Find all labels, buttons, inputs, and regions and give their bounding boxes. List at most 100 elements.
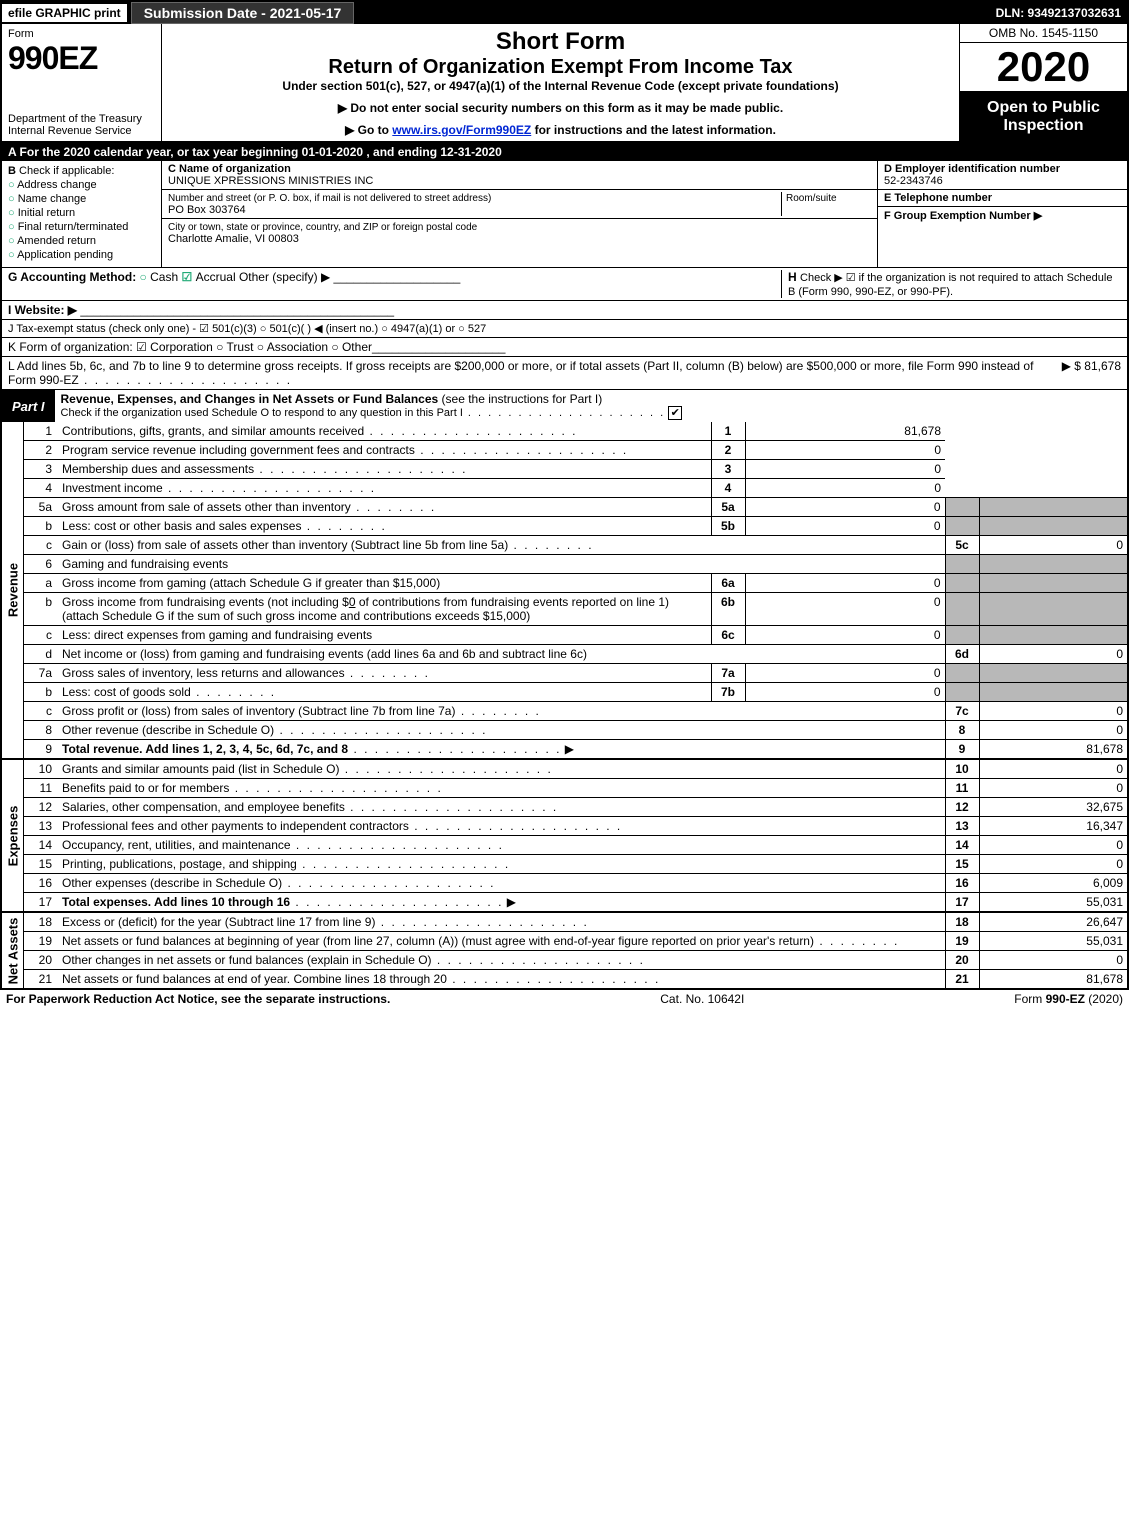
f-label: F Group Exemption Number ▶: [884, 210, 1042, 222]
amt-11: 0: [979, 779, 1127, 798]
ln-6a: a: [24, 574, 58, 593]
num-13: 13: [945, 817, 979, 836]
num-3: 3: [711, 460, 745, 479]
desc-16: Other expenses (describe in Schedule O): [62, 876, 495, 890]
num-12: 12: [945, 798, 979, 817]
row-g-h: G Accounting Method: Cash Accrual Other …: [2, 268, 1127, 301]
part-i-title: Revenue, Expenses, and Changes in Net As…: [61, 392, 439, 406]
efile-badge: efile GRAPHIC print: [2, 4, 127, 22]
desc-7a: Gross sales of inventory, less returns a…: [62, 666, 430, 680]
ln-5c: c: [24, 536, 58, 555]
desc-7b: Less: cost of goods sold: [62, 685, 276, 699]
sval-6c: 0: [745, 626, 945, 645]
part-i-header: Part I Revenue, Expenses, and Changes in…: [2, 390, 1127, 422]
chk-name-change[interactable]: Name change: [8, 193, 155, 205]
side-net-assets: Net Assets: [5, 917, 20, 984]
section-def: D Employer identification number 52-2343…: [877, 161, 1127, 267]
desc-20: Other changes in net assets or fund bala…: [62, 953, 645, 967]
desc-13: Professional fees and other payments to …: [62, 819, 622, 833]
chk-initial-return[interactable]: Initial return: [8, 207, 155, 219]
ln-8: 8: [24, 721, 58, 740]
amt-14: 0: [979, 836, 1127, 855]
amt-18: 26,647: [979, 913, 1127, 932]
ln-19: 19: [24, 932, 58, 951]
chk-address-change[interactable]: Address change: [8, 179, 155, 191]
desc-2: Program service revenue including govern…: [62, 443, 628, 457]
desc-19: Net assets or fund balances at beginning…: [62, 934, 899, 948]
c-city-label: City or town, state or province, country…: [168, 222, 477, 233]
sval-5a: 0: [745, 498, 945, 517]
ln-2: 2: [24, 441, 58, 460]
l-value: ▶ $ 81,678: [1056, 359, 1121, 373]
amt-13: 16,347: [979, 817, 1127, 836]
desc-6c: Less: direct expenses from gaming and fu…: [62, 628, 372, 642]
instr2-pre: ▶ Go to: [345, 123, 392, 137]
desc-1: Contributions, gifts, grants, and simila…: [62, 424, 578, 438]
ln-11: 11: [24, 779, 58, 798]
num-6d: 6d: [945, 645, 979, 664]
num-16: 16: [945, 874, 979, 893]
desc-12: Salaries, other compensation, and employ…: [62, 800, 558, 814]
return-title: Return of Organization Exempt From Incom…: [168, 56, 953, 79]
ln-9: 9: [24, 740, 58, 759]
amt-6c-grey: [979, 626, 1127, 645]
sval-6a: 0: [745, 574, 945, 593]
desc-6a: Gross income from gaming (attach Schedul…: [62, 576, 440, 590]
desc-6d: Net income or (loss) from gaming and fun…: [62, 647, 587, 661]
instr2-post: for instructions and the latest informat…: [531, 123, 776, 137]
amt-12: 32,675: [979, 798, 1127, 817]
amt-4: 0: [745, 479, 945, 498]
amt-3: 0: [745, 460, 945, 479]
num-7c: 7c: [945, 702, 979, 721]
num-11: 11: [945, 779, 979, 798]
instruction-1: ▶ Do not enter social security numbers o…: [168, 101, 953, 115]
g-cash[interactable]: Cash: [140, 270, 179, 284]
g-accrual[interactable]: Accrual: [182, 270, 236, 284]
desc-21: Net assets or fund balances at end of ye…: [62, 972, 660, 986]
desc-8: Other revenue (describe in Schedule O): [62, 723, 487, 737]
c-addr-label: Number and street (or P. O. box, if mail…: [168, 193, 491, 204]
amt-17: 55,031: [979, 893, 1127, 912]
chk-final-return[interactable]: Final return/terminated: [8, 221, 155, 233]
irs-label: Internal Revenue Service: [8, 125, 155, 137]
form-number: 990EZ: [8, 40, 155, 77]
revenue-section: Revenue 1Contributions, gifts, grants, a…: [2, 422, 1127, 758]
sbox-5b: 5b: [711, 517, 745, 536]
instruction-2: ▶ Go to www.irs.gov/Form990EZ for instru…: [168, 123, 953, 137]
g-other[interactable]: Other (specify) ▶: [239, 270, 330, 284]
form-header: Form 990EZ Department of the Treasury In…: [2, 24, 1127, 143]
amt-2: 0: [745, 441, 945, 460]
open-inspection-badge: Open to Public Inspection: [960, 92, 1127, 141]
c-name-label: C Name of organization: [168, 163, 291, 175]
b-label: Check if applicable:: [19, 165, 114, 177]
schedule-o-checkbox[interactable]: ✔: [668, 406, 682, 420]
amt-6-grey: [979, 555, 1127, 574]
ein-value: 52-2343746: [884, 175, 943, 187]
chk-application-pending[interactable]: Application pending: [8, 249, 155, 261]
num-5a-grey: [945, 498, 979, 517]
return-subtitle: Under section 501(c), 527, or 4947(a)(1)…: [168, 79, 953, 93]
amt-19: 55,031: [979, 932, 1127, 951]
amt-8: 0: [979, 721, 1127, 740]
amt-6a-grey: [979, 574, 1127, 593]
net-assets-section: Net Assets 18Excess or (deficit) for the…: [2, 911, 1127, 988]
sbox-6b: 6b: [711, 593, 745, 626]
desc-3: Membership dues and assessments: [62, 462, 467, 476]
desc-4: Investment income: [62, 481, 376, 495]
h-text: Check ▶ ☑ if the organization is not req…: [788, 272, 1112, 298]
num-8: 8: [945, 721, 979, 740]
ln-15: 15: [24, 855, 58, 874]
ln-1: 1: [24, 422, 58, 441]
desc-6b-amt: 0: [349, 595, 356, 609]
desc-11: Benefits paid to or for members: [62, 781, 443, 795]
amt-7b-grey: [979, 683, 1127, 702]
ln-14: 14: [24, 836, 58, 855]
irs-link[interactable]: www.irs.gov/Form990EZ: [392, 123, 531, 137]
desc-15: Printing, publications, postage, and shi…: [62, 857, 510, 871]
num-21: 21: [945, 970, 979, 989]
ln-12: 12: [24, 798, 58, 817]
desc-14: Occupancy, rent, utilities, and maintena…: [62, 838, 504, 852]
ln-16: 16: [24, 874, 58, 893]
chk-amended-return[interactable]: Amended return: [8, 235, 155, 247]
entity-block: B Check if applicable: Address change Na…: [2, 161, 1127, 268]
